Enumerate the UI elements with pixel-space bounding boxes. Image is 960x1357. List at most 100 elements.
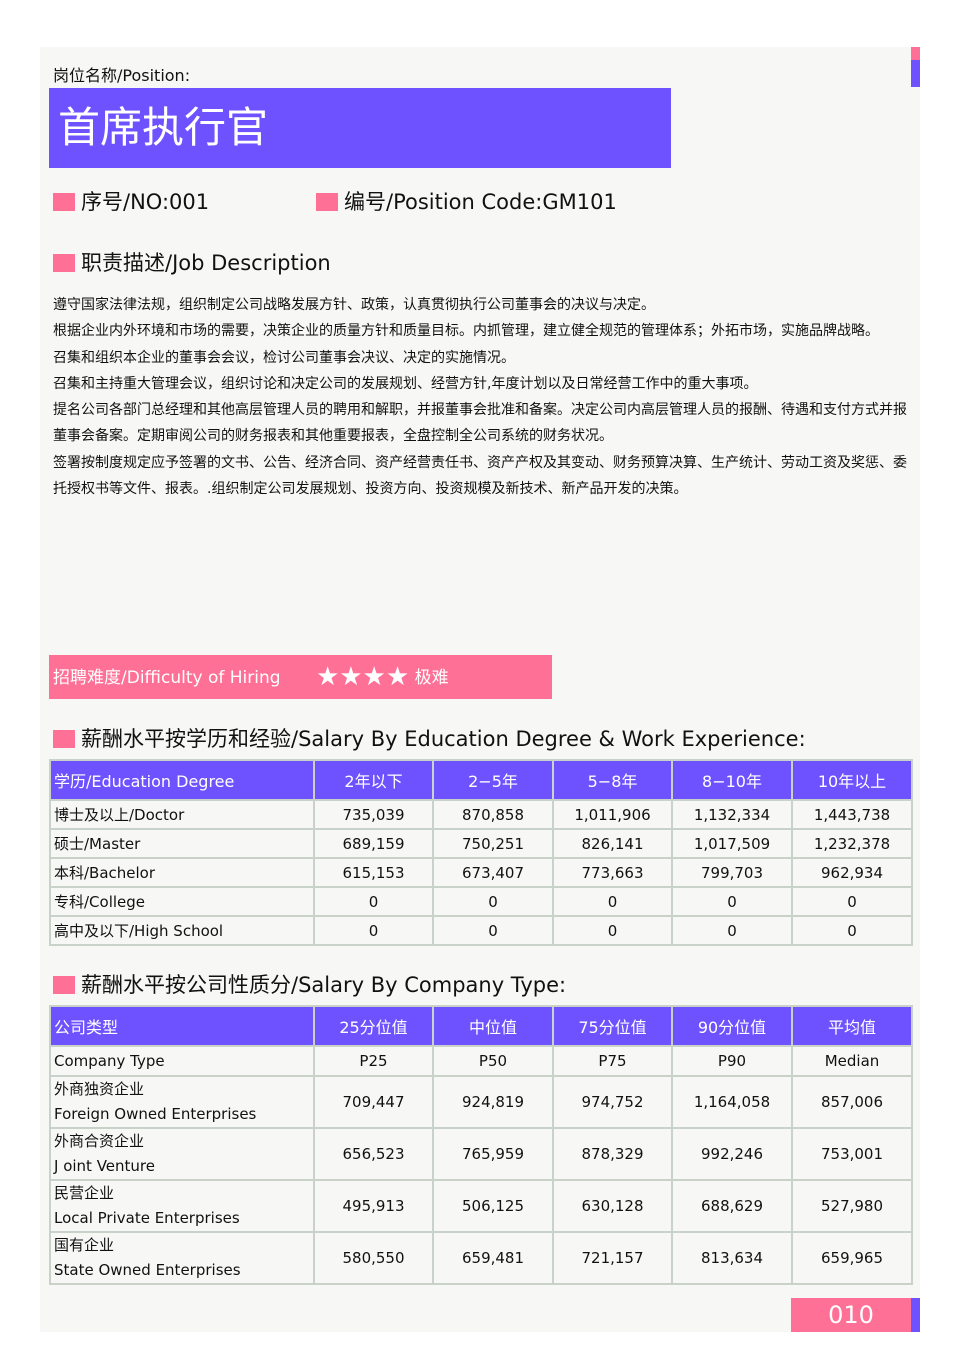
desc-line: 根据企业内外环境和市场的需要，决策企业的质量方针和质量目标。内抓管理，建立健全规… [53, 323, 879, 340]
difficulty-banner: 招聘难度/Difficulty of Hiring ★★★★ 极难 [49, 655, 552, 699]
edu-heading: 薪酬水平按学历和经验/Salary By Education Degree & … [53, 723, 806, 753]
salary-cell: 0 [552, 915, 673, 946]
degree-cell: 专科/College [49, 886, 315, 917]
serial-number: 序号/NO:001 [53, 186, 209, 216]
company-type-en: Local Private Enterprises [54, 1209, 240, 1227]
table-header-row: 学历/Education Degree 2年以下 2−5年 5−8年 8−10年 10年以… [49, 759, 913, 801]
heading-text: 薪酬水平按公司性质分/Salary By Company Type: [81, 973, 567, 997]
table-row: 民营企业 Local Private Enterprises 495,913 506,… [49, 1179, 913, 1233]
table-header-row: 公司类型 25分位值 中位值 75分位值 90分位值 平均值 [49, 1005, 913, 1047]
salary-cell: 689,159 [313, 828, 434, 859]
salary-cell: 924,819 [432, 1075, 554, 1129]
column-header: 90分位值 [671, 1005, 793, 1047]
salary-cell: 0 [432, 886, 554, 917]
salary-cell: 659,965 [791, 1231, 913, 1285]
subheader-cell: Company Type [49, 1045, 315, 1077]
salary-cell: 0 [791, 915, 913, 946]
job-desc-heading: 职责描述/Job Description [53, 247, 331, 277]
salary-cell: 974,752 [552, 1075, 673, 1129]
table-row: 博士及以上/Doctor 735,039 870,858 1,011,906 1,132… [49, 799, 913, 830]
degree-cell: 博士及以上/Doctor [49, 799, 315, 830]
table-subheader-row: Company Type P25 P50 P75 P90 Median [49, 1045, 913, 1077]
column-header: 8−10年 [671, 759, 793, 801]
star-rating-icon: ★★★★ [315, 662, 410, 692]
salary-cell: 0 [671, 886, 793, 917]
salary-cell: 1,443,738 [791, 799, 913, 830]
table-row: 本科/Bachelor 615,153 673,407 773,663 799,703 9… [49, 857, 913, 888]
salary-cell: 1,132,334 [671, 799, 793, 830]
position-code: 编号/Position Code:GM101 [316, 186, 617, 216]
column-header: 2年以下 [313, 759, 434, 801]
page-title: 首席执行官 [49, 88, 671, 168]
table-row: 国有企业 State Owned Enterprises 580,550 659,48… [49, 1231, 913, 1285]
company-type-cell: 外商独资企业 Foreign Owned Enterprises [49, 1075, 315, 1129]
subheader-cell: P75 [552, 1045, 673, 1077]
column-header: 学历/Education Degree [49, 759, 315, 801]
company-type-cn: 外商独资企业 [54, 1080, 145, 1098]
salary-cell: 750,251 [432, 828, 554, 859]
salary-cell: 826,141 [552, 828, 673, 859]
salary-cell: 813,634 [671, 1231, 793, 1285]
salary-cell: 878,329 [552, 1127, 673, 1181]
column-header: 公司类型 [49, 1005, 315, 1047]
serial-text: 序号/NO:001 [81, 190, 210, 214]
salary-cell: 656,523 [313, 1127, 434, 1181]
degree-cell: 硕士/Master [49, 828, 315, 859]
corner-accent-pink [911, 47, 920, 60]
salary-cell: 799,703 [671, 857, 793, 888]
company-type-en: Foreign Owned Enterprises [54, 1105, 257, 1123]
salary-cell: 495,913 [313, 1179, 434, 1233]
company-heading: 薪酬水平按公司性质分/Salary By Company Type: [53, 969, 566, 999]
desc-line: 签署按制度规定应予签署的文书、公告、经济合同、资产经营责任书、资产产权及其变动、… [53, 454, 907, 498]
salary-cell: 673,407 [432, 857, 554, 888]
salary-cell: 870,858 [432, 799, 554, 830]
column-header: 2−5年 [432, 759, 554, 801]
salary-cell: 0 [313, 915, 434, 946]
salary-cell: 962,934 [791, 857, 913, 888]
table-row: 高中及以下/High School 0 0 0 0 0 [49, 915, 913, 946]
salary-cell: 753,001 [791, 1127, 913, 1181]
corner-accent-purple [911, 60, 920, 87]
table-row: 外商独资企业 Foreign Owned Enterprises 709,447 92… [49, 1075, 913, 1129]
position-label: 岗位名称/Position: [53, 66, 191, 85]
salary-cell: 580,550 [313, 1231, 434, 1285]
salary-cell: 0 [791, 886, 913, 917]
salary-cell: 615,153 [313, 857, 434, 888]
column-header: 25分位值 [313, 1005, 434, 1047]
salary-cell: 992,246 [671, 1127, 793, 1181]
subheader-cell: Median [791, 1045, 913, 1077]
subheader-cell: P50 [432, 1045, 554, 1077]
bullet-square [53, 193, 75, 211]
desc-line: 召集和主持重大管理会议，组织讨论和决定公司的发展规划、经营方针,年度计划以及日常… [53, 375, 758, 392]
job-description: 遵守国家法律法规，组织制定公司战略发展方针、政策，认真贯彻执行公司董事会的决议与… [53, 292, 913, 502]
desc-line: 召集和组织本企业的董事会会议，检讨公司董事会决议、决定的实施情况。 [53, 349, 515, 366]
salary-cell: 721,157 [552, 1231, 673, 1285]
desc-line: 提名公司各部门总经理和其他高层管理人员的聘用和解职，并报董事会批准和备案。决定公… [53, 402, 907, 445]
company-type-cell: 国有企业 State Owned Enterprises [49, 1231, 315, 1285]
heading-text: 职责描述/Job Description [81, 251, 331, 275]
column-header: 平均值 [791, 1005, 913, 1047]
bullet-square [53, 976, 75, 994]
salary-cell: 506,125 [432, 1179, 554, 1233]
column-header: 中位值 [432, 1005, 554, 1047]
column-header: 5−8年 [552, 759, 673, 801]
table-row: 外商合资企业 J oint Venture 656,523 765,959 878,32… [49, 1127, 913, 1181]
salary-cell: 688,629 [671, 1179, 793, 1233]
company-type-cn: 国有企业 [54, 1236, 115, 1254]
bullet-square [53, 254, 75, 272]
subheader-cell: P25 [313, 1045, 434, 1077]
salary-cell: 1,164,058 [671, 1075, 793, 1129]
table-row: 硕士/Master 689,159 750,251 826,141 1,017,509 1… [49, 828, 913, 859]
salary-cell: 735,039 [313, 799, 434, 830]
page-number: 010 [791, 1298, 911, 1332]
salary-cell: 527,980 [791, 1179, 913, 1233]
salary-cell: 0 [313, 886, 434, 917]
degree-cell: 本科/Bachelor [49, 857, 315, 888]
company-type-cn: 外商合资企业 [54, 1132, 145, 1150]
salary-cell: 765,959 [432, 1127, 554, 1181]
salary-cell: 630,128 [552, 1179, 673, 1233]
company-type-cell: 民营企业 Local Private Enterprises [49, 1179, 315, 1233]
desc-line: 遵守国家法律法规，组织制定公司战略发展方针、政策，认真贯彻执行公司董事会的决议与… [53, 297, 655, 313]
code-text: 编号/Position Code:GM101 [344, 190, 617, 214]
salary-cell: 1,017,509 [671, 828, 793, 859]
